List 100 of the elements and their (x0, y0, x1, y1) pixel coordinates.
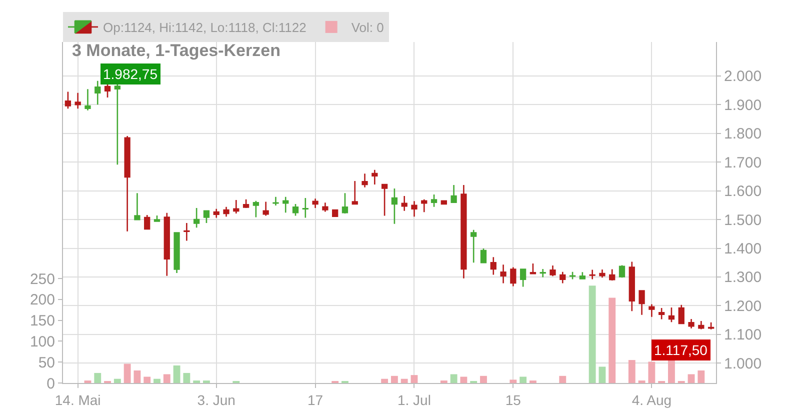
bar (638, 380, 646, 383)
candlestick (668, 306, 675, 323)
y-tick-label: 1.100 (724, 326, 762, 344)
candlestick (658, 307, 665, 320)
candlestick (520, 268, 526, 288)
candlestick (678, 304, 684, 324)
candlestick (94, 80, 101, 106)
candlestick (362, 172, 368, 188)
y-tick-label: 1.300 (724, 269, 762, 286)
bar (510, 380, 517, 383)
bar (134, 370, 141, 383)
candlestick (430, 194, 438, 208)
bar (440, 380, 448, 383)
candlestick (292, 203, 299, 216)
y-tick-label: 1.700 (724, 154, 762, 172)
candlestick (213, 208, 220, 218)
x-tick-label: 1. Jul (397, 392, 431, 408)
candlestick (272, 196, 279, 206)
candlestick (372, 169, 378, 186)
y-tick-label: 2.000 (724, 68, 762, 86)
candlestick (193, 207, 200, 228)
bar (450, 374, 458, 383)
y2-tick-label: 100 (30, 333, 55, 350)
bar (588, 286, 596, 383)
candlestick (252, 200, 260, 218)
candlestick (223, 206, 230, 218)
bar (193, 380, 200, 383)
y-tick-label: 1.200 (724, 298, 762, 315)
candlestick (450, 184, 457, 203)
candlestick (203, 210, 210, 224)
bar (154, 378, 160, 383)
annotation: 1.982,75 (103, 66, 158, 82)
candlestick (540, 268, 546, 278)
legend-label: Op:1124, Hi:1142, Lo:1118, Cl:1122 (103, 20, 306, 36)
x-tick-label: 15 (505, 392, 522, 408)
candlestick (490, 256, 496, 276)
bar (183, 372, 190, 383)
candlestick (124, 135, 130, 232)
candlestick (510, 266, 516, 287)
candlestick (708, 322, 714, 330)
candlestick (648, 304, 655, 318)
candlestick (550, 264, 556, 277)
candlestick (421, 198, 428, 213)
candlestick (628, 261, 635, 312)
candlestick (560, 271, 566, 284)
y2-tick-label: 250 (30, 270, 55, 288)
candlestick (114, 84, 120, 166)
candlestick (342, 192, 348, 214)
bar (173, 365, 180, 383)
candlestick (500, 264, 506, 284)
candlestick (174, 232, 180, 274)
chart-title: 3 Monate, 1-Tages-Kerzen (72, 41, 280, 60)
candlestick (470, 229, 477, 264)
y-tick-label: 1.900 (724, 96, 762, 114)
y-tick-label: 1.800 (724, 126, 762, 143)
candlestick (688, 318, 694, 330)
candlestick (104, 82, 111, 98)
bar (460, 376, 468, 383)
y-tick-label: 1.400 (724, 240, 762, 258)
bar (648, 362, 656, 383)
candlestick (460, 184, 467, 280)
bar (94, 372, 102, 383)
candlestick (74, 92, 81, 110)
candlestick (332, 209, 338, 218)
bar (559, 376, 566, 383)
bar (163, 374, 170, 383)
bar (124, 364, 131, 383)
bar (480, 376, 487, 383)
candlestick (698, 320, 704, 330)
bar (598, 366, 606, 383)
candlestick (411, 200, 418, 218)
bar (520, 376, 527, 383)
bar (410, 375, 418, 383)
candlestick (154, 214, 160, 222)
x-tick-label: 17 (308, 392, 324, 408)
bar (144, 376, 151, 383)
candlestick (184, 222, 190, 242)
candlestick (569, 271, 576, 280)
candlestick (312, 198, 318, 209)
bar (668, 359, 675, 383)
candlestick (262, 201, 269, 216)
candlestick (638, 290, 645, 316)
candlestick (322, 202, 328, 212)
bar (84, 380, 92, 383)
annotation: 1.117,50 (654, 342, 708, 358)
y2-tick-label: 0 (46, 375, 55, 392)
candlestick (381, 184, 388, 216)
candlestick (134, 192, 140, 220)
candlestick (242, 198, 250, 209)
bar (114, 378, 121, 383)
candlestick (530, 262, 536, 274)
bar (628, 360, 636, 383)
bar (203, 380, 210, 383)
y-tick-label: 1.500 (724, 212, 762, 229)
x-tick-label: 3. Jun (197, 392, 236, 408)
legend-label: Vol: 0 (351, 20, 384, 36)
candlestick (609, 268, 616, 282)
candlestick (440, 200, 447, 205)
bar (390, 376, 398, 383)
y2-tick-label: 150 (30, 312, 55, 330)
